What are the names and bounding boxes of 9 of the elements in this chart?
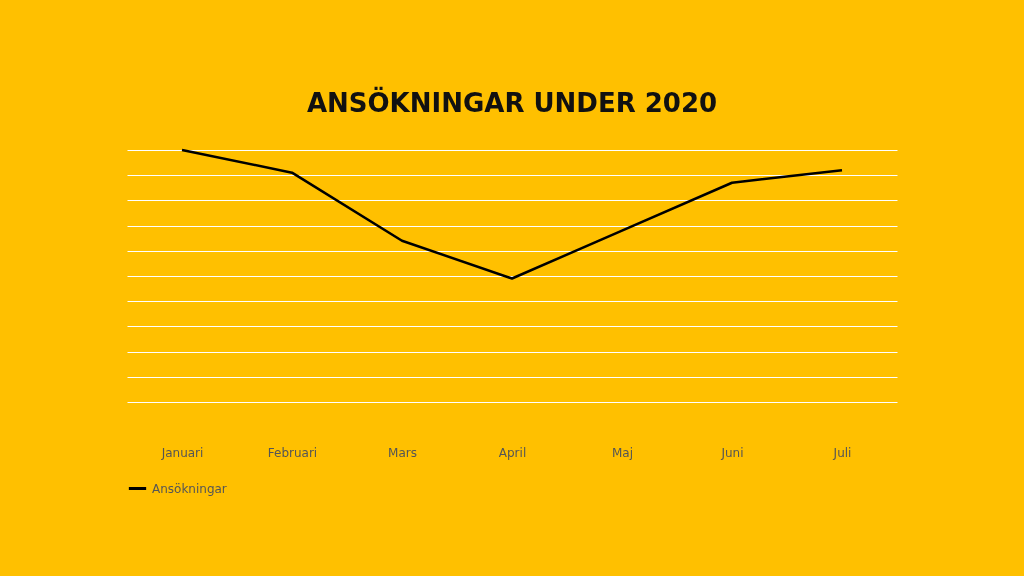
x-tick-label: Juli bbox=[832, 445, 852, 460]
chart-title: ANSÖKNINGAR UNDER 2020 bbox=[306, 85, 718, 118]
x-tick-label: Maj bbox=[611, 445, 634, 460]
x-tick-label: Mars bbox=[388, 445, 417, 460]
x-tick-label: Februari bbox=[267, 445, 318, 460]
x-tick-label: Juni bbox=[720, 445, 744, 460]
x-tick-label: April bbox=[498, 445, 527, 460]
x-tick-label: Januari bbox=[160, 445, 204, 460]
legend-label: Ansökningar bbox=[152, 481, 227, 496]
